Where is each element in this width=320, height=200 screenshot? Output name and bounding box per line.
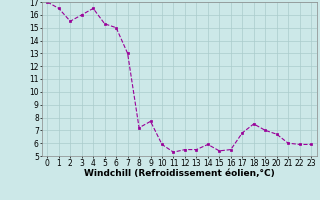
X-axis label: Windchill (Refroidissement éolien,°C): Windchill (Refroidissement éolien,°C) xyxy=(84,169,275,178)
